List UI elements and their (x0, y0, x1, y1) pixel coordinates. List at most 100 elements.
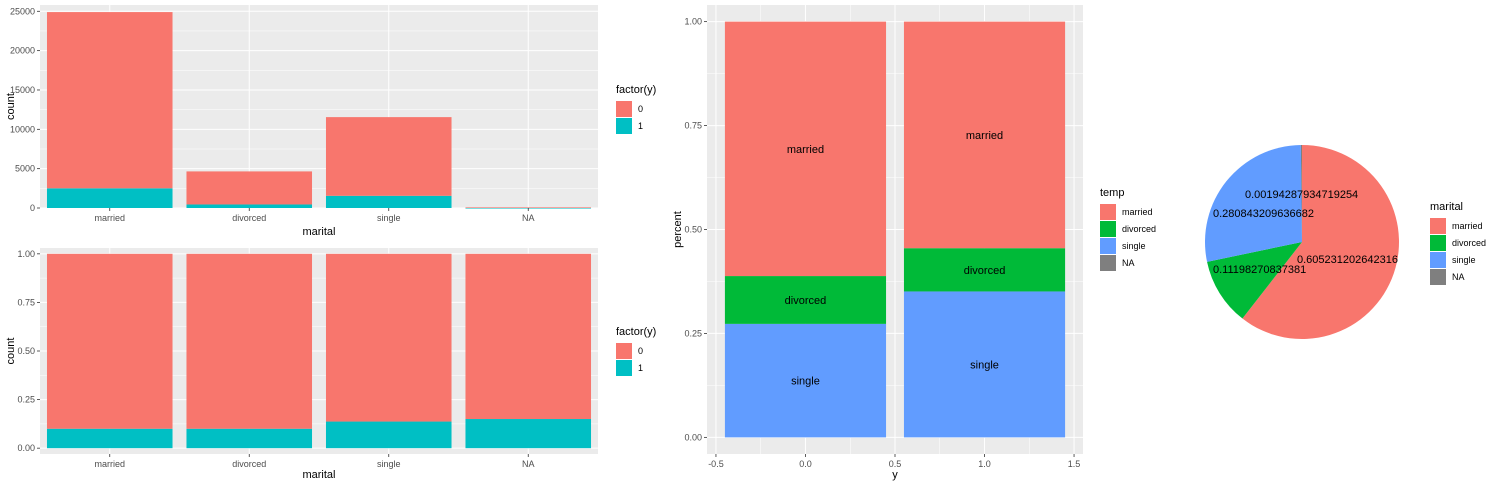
x-axis-title: marital (302, 469, 335, 481)
legend-key-NA (1100, 255, 1116, 271)
y-axis-title: count (5, 93, 17, 120)
bar-divorced-y1 (186, 204, 313, 208)
y-axis-title: count (5, 338, 17, 365)
bar-y1-married (903, 21, 1066, 249)
bar-divorced-y1 (186, 428, 313, 449)
bar-single-y0 (325, 253, 452, 422)
bar-single-y1 (325, 195, 452, 208)
y-tick-label: 1.00 (17, 249, 35, 259)
x-tick-label: 1.5 (1068, 459, 1081, 469)
segment-label-divorced: divorced (964, 265, 1006, 277)
legend-title: factor(y) (616, 326, 656, 338)
y-tick-label: 0.00 (17, 443, 35, 453)
bar-NA-y0 (465, 207, 592, 208)
x-tick-label: NA (522, 213, 535, 223)
legend-key-0 (616, 101, 632, 117)
legend-key-single (1100, 238, 1116, 254)
pie-value-label-single: 0.280843209636682 (1213, 208, 1314, 220)
legend-key-divorced (1100, 221, 1116, 237)
legend-label-NA: NA (1122, 258, 1135, 268)
legend-title: factor(y) (616, 84, 656, 96)
y-tick-label: 20000 (10, 46, 35, 56)
pie-slice-NA (1300, 145, 1302, 242)
bar-y0-married (724, 21, 887, 277)
legend-key-NA (1430, 269, 1446, 285)
y-tick-label: 5000 (15, 164, 35, 174)
segment-label-married: married (966, 130, 1003, 142)
pie-value-label-NA: 0.00194287934719254 (1245, 189, 1358, 201)
legend-key-1 (616, 360, 632, 376)
y-tick-label: 1.00 (684, 17, 702, 27)
bar-married-y1 (46, 428, 173, 449)
legend-label-married: married (1452, 221, 1483, 231)
bar-married-y1 (46, 188, 173, 208)
y-tick-label: 0.50 (684, 225, 702, 235)
legend-key-married (1430, 218, 1446, 234)
y-tick-label: 25000 (10, 6, 35, 16)
y-tick-label: 0.75 (684, 121, 702, 131)
legend-label-0: 0 (638, 104, 643, 114)
pie-slice-divorced (1207, 242, 1302, 319)
bar-single-y1 (325, 421, 452, 449)
legend-key-1 (616, 118, 632, 134)
y-tick-label: 10000 (10, 124, 35, 134)
x-tick-label: single (377, 213, 401, 223)
segment-label-divorced: divorced (785, 295, 827, 307)
y-tick-label: 0.00 (684, 432, 702, 442)
x-tick-label: married (94, 213, 125, 223)
x-tick-label: divorced (232, 213, 266, 223)
segment-label-single: single (791, 376, 820, 388)
legend-key-divorced (1430, 235, 1446, 251)
y-tick-label: 0.25 (684, 328, 702, 338)
bar-divorced-y0 (186, 171, 313, 205)
pie-slice-single (1205, 145, 1302, 262)
bar-y0-divorced (724, 276, 887, 324)
legend-label-married: married (1122, 207, 1153, 217)
pie-value-label-married: 0.605231202642316 (1297, 254, 1398, 266)
legend-key-married (1100, 204, 1116, 220)
segment-label-single: single (970, 359, 999, 371)
x-tick-label: 0.5 (889, 459, 902, 469)
x-axis-title: y (892, 469, 898, 481)
x-axis-title: marital (302, 226, 335, 238)
x-tick-label: -0.5 (708, 459, 724, 469)
y-tick-label: 0.50 (17, 346, 35, 356)
x-tick-label: 0.0 (799, 459, 812, 469)
bar-NA-y1 (465, 419, 592, 449)
x-tick-label: NA (522, 459, 535, 469)
bar-married-y0 (46, 12, 173, 189)
y-tick-label: 0 (30, 203, 35, 213)
legend-label-single: single (1122, 241, 1146, 251)
segment-label-married: married (787, 144, 824, 156)
bar-single-y0 (325, 117, 452, 196)
legend-label-0: 0 (638, 346, 643, 356)
legend-key-single (1430, 252, 1446, 268)
legend-label-single: single (1452, 255, 1476, 265)
y-tick-label: 0.25 (17, 395, 35, 405)
x-tick-label: 1.0 (978, 459, 991, 469)
y-axis-title: percent (672, 211, 684, 248)
bar-NA-y0 (465, 253, 592, 420)
pie-slice-married (1242, 145, 1399, 340)
bar-married-y0 (46, 253, 173, 429)
x-tick-label: divorced (232, 459, 266, 469)
legend-label-divorced: divorced (1122, 224, 1156, 234)
bar-divorced-y0 (186, 253, 313, 429)
x-tick-label: married (94, 459, 125, 469)
legend-label-1: 1 (638, 363, 643, 373)
x-tick-label: single (377, 459, 401, 469)
y-tick-label: 0.75 (17, 297, 35, 307)
legend-label-divorced: divorced (1452, 238, 1486, 248)
legend-label-NA: NA (1452, 272, 1465, 282)
legend-key-0 (616, 343, 632, 359)
bar-y0-single (724, 323, 887, 438)
pie-value-label-divorced: 0.11198270837381 (1213, 264, 1306, 276)
legend-label-1: 1 (638, 121, 643, 131)
legend-title: marital (1430, 201, 1463, 213)
bar-y1-divorced (903, 248, 1066, 292)
y-tick-label: 15000 (10, 85, 35, 95)
bar-y1-single (903, 291, 1066, 438)
legend-title: temp (1100, 187, 1124, 199)
